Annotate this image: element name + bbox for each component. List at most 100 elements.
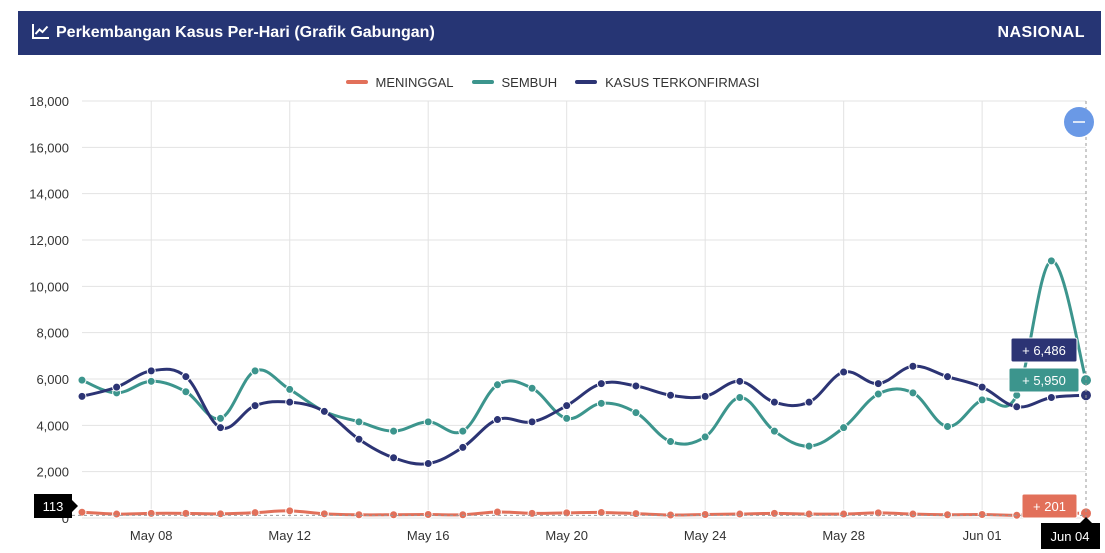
data-point-sembuh[interactable] [1079, 373, 1093, 388]
data-point-meninggal[interactable] [285, 506, 295, 516]
data-point-sembuh[interactable] [389, 426, 399, 436]
data-point-sembuh[interactable] [1046, 256, 1056, 266]
data-point-sembuh[interactable] [215, 413, 225, 423]
data-point-kasus-terkonfirmasi[interactable] [146, 366, 156, 376]
data-point-kasus-terkonfirmasi[interactable] [631, 381, 641, 391]
data-point-sembuh[interactable] [700, 432, 710, 442]
data-point-sembuh[interactable] [250, 366, 260, 376]
legend-item-sembuh[interactable]: SEMBUH [471, 75, 557, 90]
data-point-sembuh[interactable] [285, 384, 295, 394]
y-tick-label: 6,000 [36, 372, 69, 387]
data-point-kasus-terkonfirmasi[interactable] [977, 382, 987, 392]
chart-legend: MENINGGAL SEMBUH KASUS TERKONFIRMASI [0, 72, 1105, 92]
data-point-kasus-terkonfirmasi[interactable] [492, 415, 502, 425]
data-point-meninggal[interactable] [527, 508, 537, 518]
data-point-kasus-terkonfirmasi[interactable] [250, 401, 260, 411]
x-tick-label: May 16 [407, 528, 450, 543]
crosshair-y-box [34, 494, 72, 518]
data-point-meninggal[interactable] [215, 509, 225, 519]
data-point-kasus-terkonfirmasi[interactable] [943, 372, 953, 382]
data-point-sembuh[interactable] [631, 408, 641, 418]
data-point-sembuh[interactable] [527, 383, 537, 393]
data-point-meninggal[interactable] [700, 510, 710, 520]
data-point-kasus-terkonfirmasi[interactable] [389, 453, 399, 463]
data-point-sembuh[interactable] [804, 441, 814, 451]
data-point-kasus-terkonfirmasi[interactable] [873, 379, 883, 389]
tooltip-sembuh: + 5,950 [1008, 367, 1080, 393]
data-point-meninggal[interactable] [77, 507, 87, 517]
data-point-meninggal[interactable] [112, 509, 122, 519]
data-point-sembuh[interactable] [146, 376, 156, 386]
data-point-kasus-terkonfirmasi[interactable] [769, 397, 779, 407]
chart-overlay: + 6,486 + 5,950 + 201 113 Jun 04 [34, 101, 1100, 549]
data-point-kasus-terkonfirmasi[interactable] [458, 442, 468, 452]
data-point-kasus-terkonfirmasi[interactable] [735, 376, 745, 386]
data-point-meninggal[interactable] [319, 509, 329, 519]
data-point-kasus-terkonfirmasi[interactable] [319, 406, 329, 416]
data-point-meninggal[interactable] [631, 509, 641, 519]
data-point-sembuh[interactable] [562, 413, 572, 423]
data-point-sembuh[interactable] [77, 375, 87, 385]
data-point-meninggal[interactable] [146, 508, 156, 518]
data-point-sembuh[interactable] [873, 389, 883, 399]
y-tick-label: 2,000 [36, 465, 69, 480]
data-point-kasus-terkonfirmasi[interactable] [700, 391, 710, 401]
data-point-sembuh[interactable] [423, 417, 433, 427]
data-point-kasus-terkonfirmasi[interactable] [1012, 402, 1022, 412]
data-point-meninggal[interactable] [458, 510, 468, 520]
data-point-kasus-terkonfirmasi[interactable] [77, 391, 87, 401]
data-point-meninggal[interactable] [596, 507, 606, 517]
data-point-kasus-terkonfirmasi[interactable] [596, 379, 606, 389]
data-point-kasus-terkonfirmasi[interactable] [354, 434, 364, 444]
data-point-meninggal[interactable] [943, 510, 953, 520]
y-tick-label: 8,000 [36, 326, 69, 341]
data-point-sembuh[interactable] [596, 398, 606, 408]
data-point-kasus-terkonfirmasi[interactable] [112, 382, 122, 392]
legend-item-meninggal[interactable]: MENINGGAL [345, 74, 454, 90]
data-point-meninggal[interactable] [769, 508, 779, 518]
data-point-kasus-terkonfirmasi[interactable] [527, 417, 537, 427]
legend-item-terkonfirmasi[interactable]: KASUS TERKONFIRMASI [575, 75, 759, 90]
data-point-meninggal[interactable] [354, 510, 364, 520]
legend-swatch-sembuh [471, 80, 494, 84]
series-line-kasus-terkonfirmasi [81, 364, 1087, 466]
data-point-meninggal[interactable] [735, 509, 745, 519]
data-point-sembuh[interactable] [492, 380, 502, 390]
legend-label-meninggal: MENINGGAL [375, 74, 454, 90]
data-point-meninggal[interactable] [389, 510, 399, 520]
data-point-sembuh[interactable] [943, 421, 953, 431]
data-point-sembuh[interactable] [769, 426, 779, 436]
title-group: Perkembangan Kasus Per-Hari (Grafik Gabu… [32, 23, 435, 44]
data-point-kasus-terkonfirmasi[interactable] [562, 401, 572, 411]
data-point-kasus-terkonfirmasi[interactable] [839, 367, 849, 377]
tooltip-terkonfirmasi-text: + 6,486 [1022, 343, 1066, 358]
data-point-meninggal[interactable] [908, 509, 918, 519]
data-point-meninggal[interactable] [250, 508, 260, 518]
data-point-sembuh[interactable] [839, 423, 849, 433]
data-point-sembuh[interactable] [666, 437, 676, 447]
legend-label-terkonfirmasi: KASUS TERKONFIRMASI [605, 74, 760, 90]
data-point-kasus-terkonfirmasi[interactable] [285, 397, 295, 407]
y-tick-label: 10,000 [29, 279, 69, 294]
data-point-kasus-terkonfirmasi[interactable] [181, 372, 191, 382]
data-point-kasus-terkonfirmasi[interactable] [1046, 393, 1056, 403]
data-point-sembuh[interactable] [735, 393, 745, 403]
data-point-kasus-terkonfirmasi[interactable] [908, 361, 918, 371]
data-point-meninggal[interactable] [839, 509, 849, 519]
data-point-sembuh[interactable] [977, 395, 987, 405]
data-point-kasus-terkonfirmasi[interactable] [215, 423, 225, 433]
data-point-meninggal[interactable] [492, 507, 502, 517]
data-point-meninggal[interactable] [423, 510, 433, 520]
data-point-kasus-terkonfirmasi[interactable] [423, 459, 433, 469]
data-point-sembuh[interactable] [908, 388, 918, 398]
data-point-sembuh[interactable] [458, 426, 468, 436]
data-point-meninggal[interactable] [181, 508, 191, 518]
data-point-sembuh[interactable] [354, 417, 364, 427]
y-axis: 0 2,000 4,000 6,000 8,000 10,000 12,000 14,000 1… [29, 94, 69, 526]
data-point-sembuh[interactable] [181, 387, 191, 397]
data-point-kasus-terkonfirmasi[interactable] [666, 390, 676, 400]
data-point-meninggal[interactable] [977, 510, 987, 520]
data-point-kasus-terkonfirmasi[interactable] [804, 397, 814, 407]
data-point-meninggal[interactable] [804, 509, 814, 519]
